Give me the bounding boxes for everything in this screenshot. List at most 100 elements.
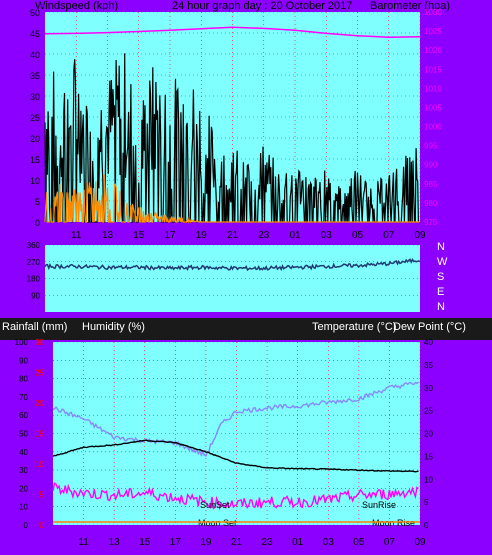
compass-label-n: N — [437, 301, 445, 313]
wind-y-tick-label: 45 — [30, 29, 40, 39]
rainfall-tick-label: 30 — [35, 338, 44, 347]
temperature-tick-label: 35 — [424, 361, 433, 370]
wind-series-group — [44, 26, 421, 224]
temp-humidity-panel: Rainfall (mm) Humidity (%) Temperature (… — [0, 318, 492, 555]
temperature-tick-label: 25 — [424, 407, 433, 416]
wind-left-axis: 0 5 10 15 20 25 30 35 40 45 50 — [30, 8, 40, 228]
barometer-tick-label: 1025 — [424, 27, 442, 36]
wind-x-tick-label: 09 — [414, 230, 426, 241]
humidity-tick-label: 30 — [19, 466, 28, 475]
direction-axis: 90 180 270 360 — [27, 241, 41, 300]
wind-x-tick-label: 07 — [383, 230, 395, 241]
wind-y-tick-label: 30 — [30, 92, 40, 102]
humidity-tick-label: 80 — [19, 375, 28, 384]
wind-x-tick-label: 13 — [102, 230, 114, 241]
wind-axis-title: Windspeed (kph) — [35, 0, 118, 12]
temperature-tick-label: 0 — [424, 521, 429, 530]
barometer-tick-label: 995 — [424, 142, 438, 151]
humidity-tick-label: 20 — [19, 484, 28, 493]
direction-grid — [45, 244, 420, 296]
wind-barometer-panel: Windspeed (kph) 24 hour graph day : 20 O… — [0, 0, 492, 241]
series-dew_point — [52, 482, 419, 511]
temp-x-tick-label: 03 — [323, 537, 335, 548]
humidity-tick-label: 50 — [19, 430, 28, 439]
temp-series-group — [52, 381, 419, 511]
temperature-axis-title: Temperature (°C) — [312, 321, 396, 333]
humidity-tick-label: 100 — [15, 338, 29, 347]
barometer-tick-label: 975 — [424, 218, 438, 227]
compass-label-n: N — [437, 241, 445, 253]
series-humidity — [52, 381, 419, 457]
wind-y-tick-label: 20 — [30, 134, 40, 144]
wind-y-tick-label: 25 — [30, 113, 40, 123]
barometer-tick-label: 980 — [424, 199, 438, 208]
temp-x-tick-label: 19 — [200, 537, 212, 548]
temp-x-tick-label: 21 — [231, 537, 243, 548]
barometer-tick-label: 1020 — [424, 46, 442, 55]
wind-x-tick-label: 01 — [289, 230, 301, 241]
graph-title: 24 hour graph day : 20 October 2017 — [172, 0, 352, 12]
humidity-tick-label: 70 — [19, 393, 28, 402]
temp-header-strip — [0, 318, 492, 340]
rainfall-axis-title: Rainfall (mm) — [2, 321, 67, 333]
barometer-right-axis: 975 980 985 990 995 1000 1005 1010 1015 1020 1025 1… — [424, 8, 442, 227]
series-wind_avg — [44, 174, 420, 224]
temp-x-tick-label: 05 — [353, 537, 365, 548]
moonrise-label: Moon Rise — [372, 518, 415, 528]
rainfall-tick-label: 20 — [35, 399, 44, 408]
wind-y-tick-label: 10 — [30, 176, 40, 186]
sunset-label: SunSet — [200, 500, 230, 510]
humidity-left-axis: 0 10 20 30 40 50 60 70 80 90 100 — [15, 338, 29, 530]
wind-x-tick-label: 05 — [352, 230, 364, 241]
temperature-tick-label: 5 — [424, 498, 429, 507]
wind-x-tick-label: 17 — [164, 230, 176, 241]
wind-y-tick-label: 50 — [30, 8, 40, 18]
wind-x-tick-label: 23 — [258, 230, 270, 241]
temperature-tick-label: 30 — [424, 384, 433, 393]
rainfall-tick-label: 10 — [35, 460, 44, 469]
temperature-tick-label: 20 — [424, 430, 433, 439]
rainfall-axis: 0 5 10 15 20 25 30 — [35, 338, 44, 530]
wind-y-tick-label: 40 — [30, 50, 40, 60]
wind-x-tick-label: 21 — [227, 230, 239, 241]
barometer-tick-label: 1030 — [424, 8, 442, 17]
compass-label-e: E — [437, 286, 444, 298]
wind-y-tick-label: 0 — [35, 218, 40, 228]
humidity-tick-label: 0 — [24, 521, 29, 530]
compass-label-w: W — [437, 256, 448, 268]
series-wind_gust — [44, 53, 420, 223]
direction-tick-label: 270 — [27, 258, 41, 267]
rainfall-tick-label: 25 — [35, 369, 44, 378]
humidity-tick-label: 90 — [19, 356, 28, 365]
temp-x-tick-label: 07 — [384, 537, 396, 548]
series-barometer — [44, 26, 421, 38]
barometer-tick-label: 1010 — [424, 84, 442, 93]
barometer-tick-label: 1005 — [424, 103, 442, 112]
dewpoint-axis-title: Dew Point (°C) — [393, 321, 466, 333]
temp-x-tick-label: 15 — [139, 537, 151, 548]
direction-series-group — [44, 257, 421, 272]
temp-x-tick-label: 11 — [78, 537, 89, 548]
direction-tick-label: 180 — [27, 275, 41, 284]
temp-x-tick-label: 09 — [414, 537, 426, 548]
wind-y-tick-label: 35 — [30, 71, 40, 81]
barometer-tick-label: 1015 — [424, 65, 442, 74]
rainfall-tick-label: 0 — [40, 521, 45, 530]
sunrise-label: SunRise — [362, 500, 396, 510]
direction-tick-label: 90 — [31, 291, 40, 300]
wind-y-tick-label: 15 — [30, 155, 40, 165]
wind-x-axis: 11 13 15 17 19 21 23 01 03 05 07 09 — [71, 230, 426, 241]
temperature-tick-label: 10 — [424, 475, 433, 484]
barometer-tick-label: 990 — [424, 161, 438, 170]
wind-x-tick-label: 19 — [196, 230, 208, 241]
humidity-tick-label: 40 — [19, 448, 28, 457]
temp-bottom-x-axis: 11 13 15 17 19 21 23 01 03 05 07 09 — [78, 537, 426, 548]
humidity-tick-label: 10 — [19, 503, 28, 512]
temperature-right-axis: 0 5 10 15 20 25 30 35 40 — [424, 338, 433, 530]
rainfall-tick-label: 5 — [40, 491, 45, 500]
direction-tick-label: 360 — [27, 241, 41, 250]
humidity-tick-label: 60 — [19, 411, 28, 420]
